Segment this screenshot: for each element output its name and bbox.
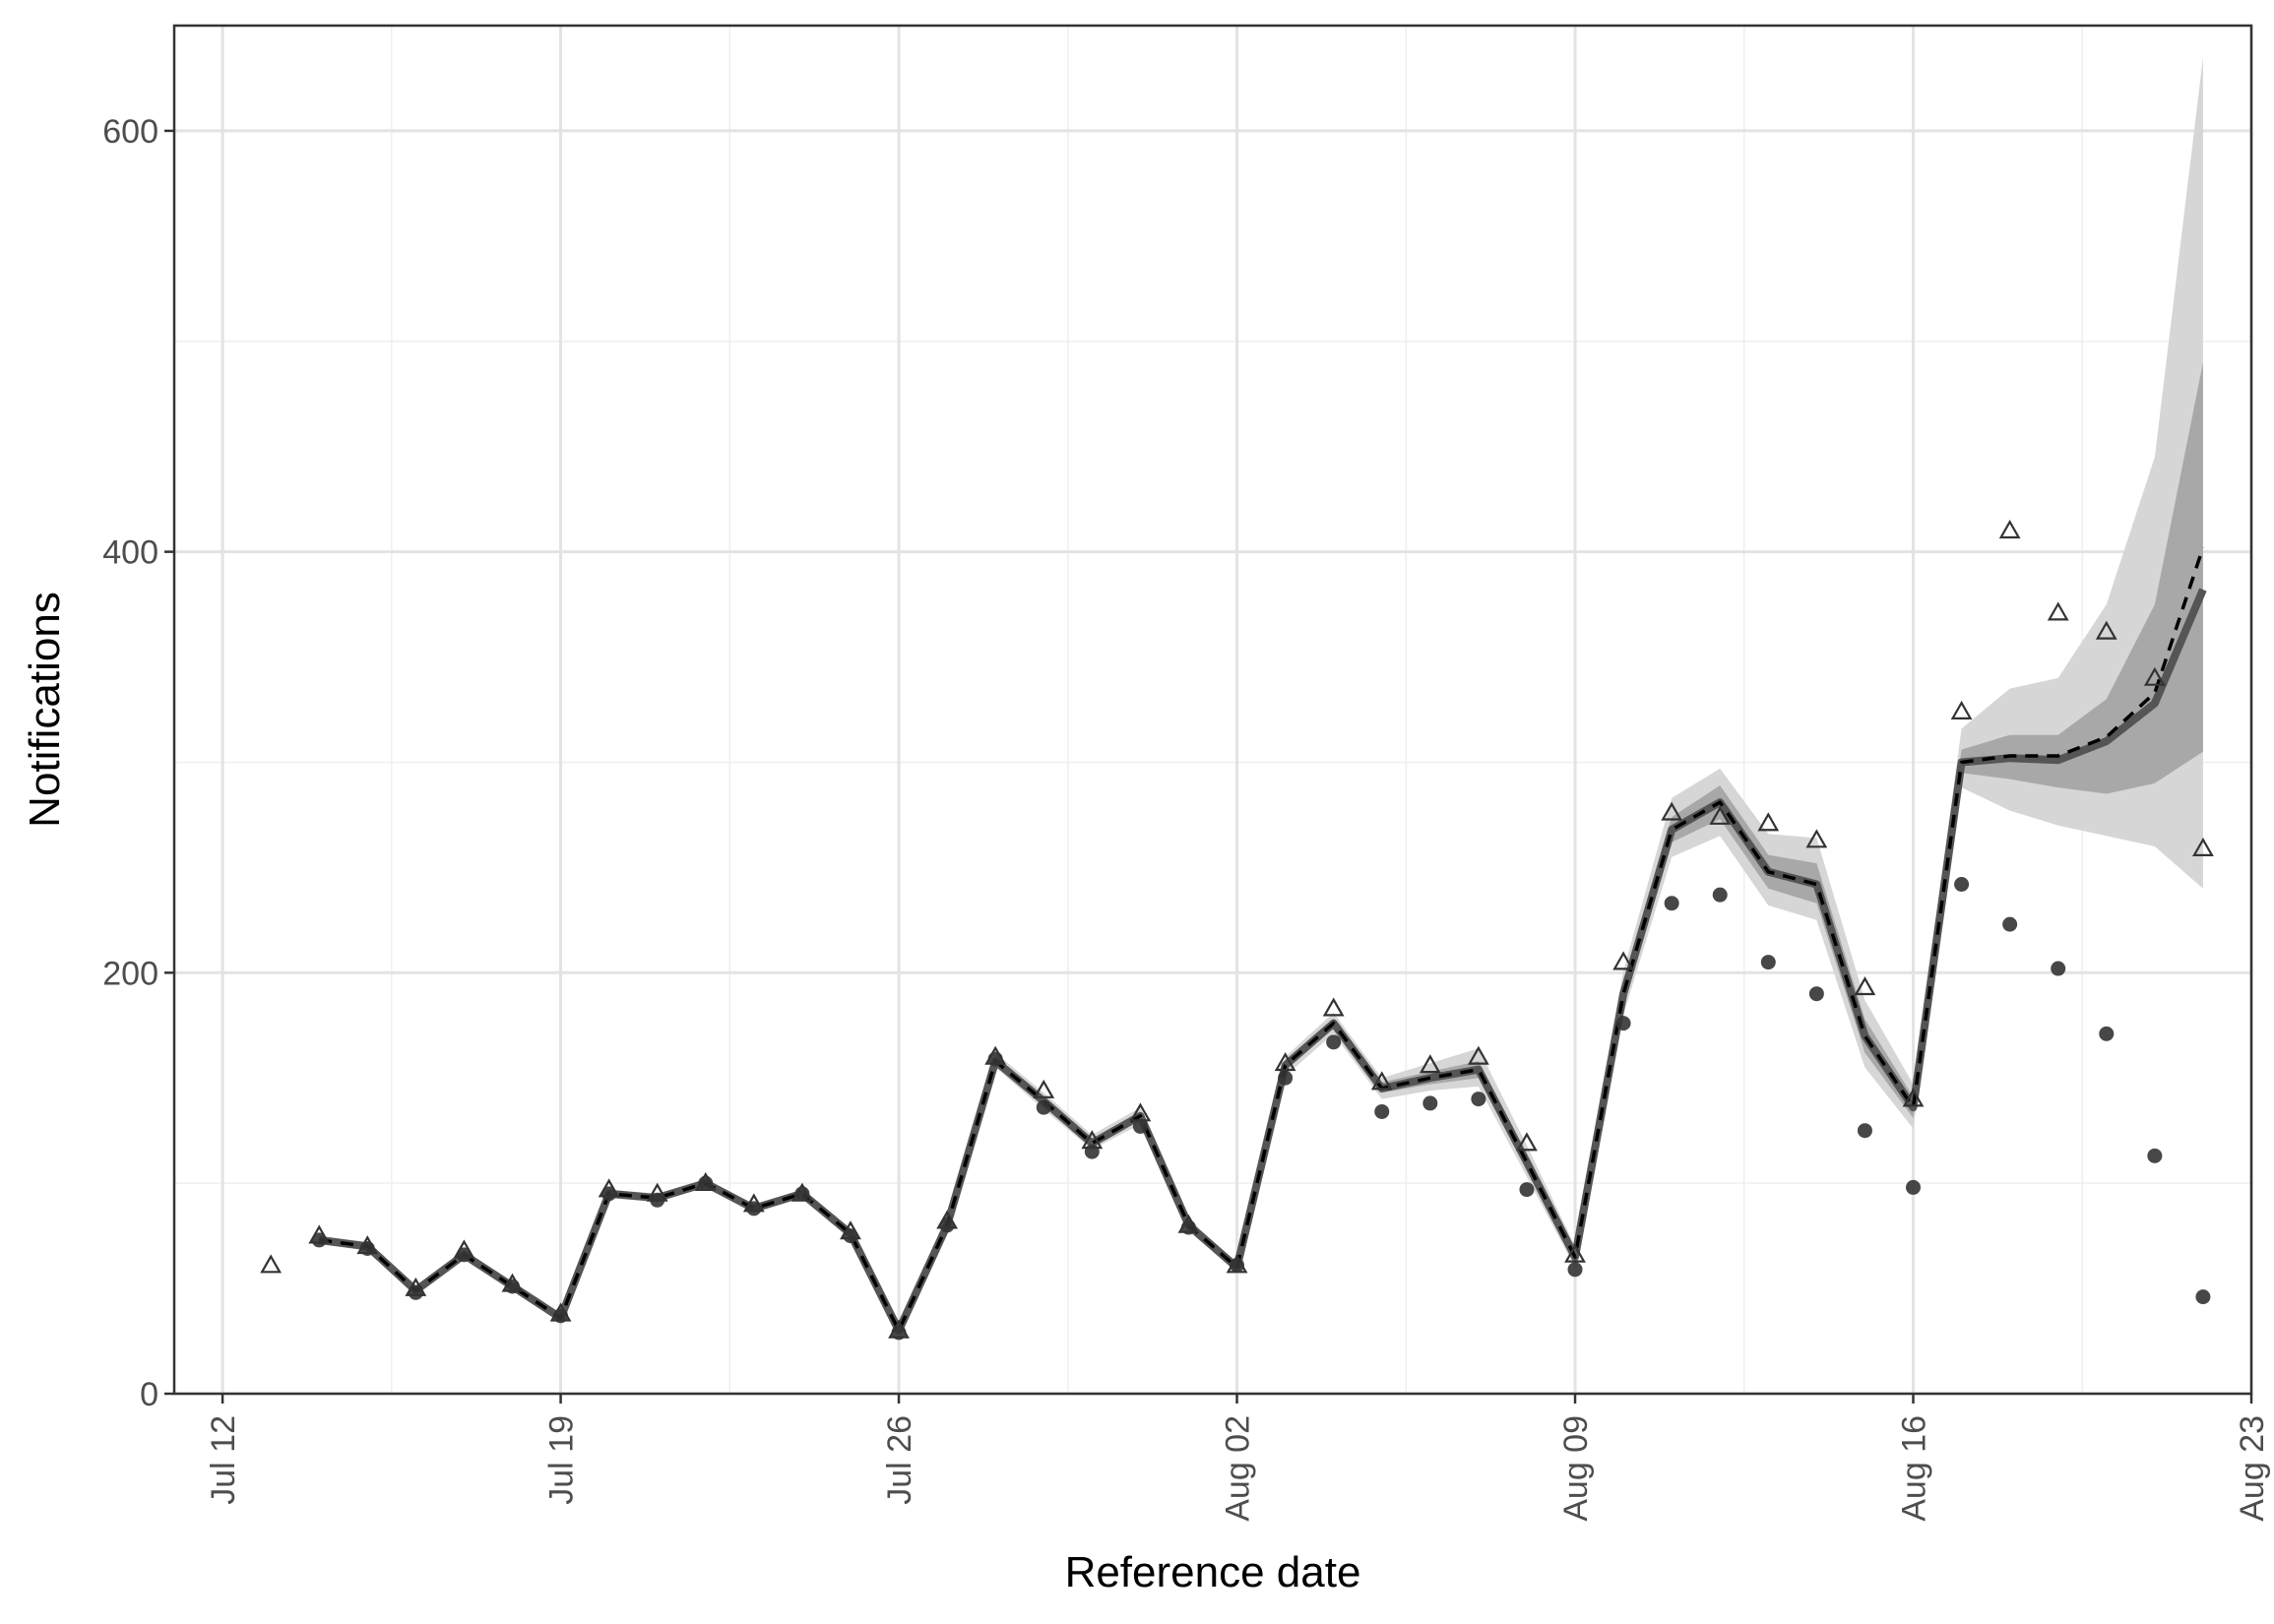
observed-point [1954, 876, 1970, 892]
final-observed-point [1226, 1254, 1248, 1274]
observed-point [1567, 1262, 1583, 1278]
x-axis-title: Reference date [1065, 1548, 1361, 1596]
final-observed-point [1612, 951, 1634, 970]
observed-point [2002, 916, 2018, 932]
x-tick-label: Jul 12 [205, 1415, 242, 1505]
observed-point [408, 1284, 423, 1300]
x-tick-label: Jul 19 [543, 1415, 581, 1505]
observed-point [746, 1201, 762, 1217]
observed-point [1132, 1118, 1148, 1134]
final-observed-point [1467, 1045, 1489, 1065]
x-tick-label: Jul 26 [881, 1415, 918, 1505]
observed-point [1712, 887, 1728, 903]
final-observed-point [2095, 620, 2117, 640]
observed-point [1422, 1095, 1438, 1111]
final-observed-point [1419, 1054, 1441, 1074]
final-observed-point [1129, 1102, 1152, 1122]
observed-point [456, 1247, 472, 1263]
final-observed-point [984, 1045, 1007, 1065]
observed-point [2195, 1289, 2211, 1305]
x-tick-label: Aug 23 [2234, 1415, 2271, 1522]
final-observed-point [742, 1193, 765, 1213]
y-tick-label: 0 [140, 1376, 158, 1413]
final-observed-point [2192, 837, 2214, 856]
observed-point [2147, 1148, 2163, 1163]
final-observed-point [1709, 805, 1732, 825]
y-tick-label: 400 [102, 534, 158, 572]
observed-point [1084, 1144, 1100, 1159]
final-observed-point [1177, 1214, 1200, 1233]
axes: 0 200 400 600 Jul 12 Jul 19 Jul 26 Aug 02 Aug 09… [102, 113, 2271, 1522]
observed-point [1519, 1182, 1535, 1198]
final-observed-point [356, 1235, 379, 1255]
final-observed-point [888, 1319, 910, 1339]
observed-point [1374, 1103, 1390, 1119]
final-observed-point [501, 1273, 524, 1292]
observation-points [260, 520, 2214, 1341]
final-observed-point [936, 1210, 959, 1229]
observed-point [843, 1228, 858, 1244]
observed-point [1036, 1099, 1051, 1115]
observed-point [1615, 1016, 1631, 1031]
final-observed-point [1516, 1132, 1538, 1152]
observed-point [1808, 986, 1824, 1002]
plot-panel-border [172, 24, 2253, 1396]
x-tick-label: Aug 09 [1557, 1415, 1595, 1522]
final-observed-point [453, 1239, 475, 1259]
final-observed-point [1564, 1243, 1586, 1263]
final-observed-point [1805, 829, 1828, 848]
observed-point [601, 1186, 617, 1202]
final-observed-point [1274, 1052, 1296, 1072]
observed-point [939, 1218, 955, 1233]
final-observed-point [405, 1277, 427, 1296]
final-observed-point [598, 1178, 620, 1198]
y-tick-label: 600 [102, 113, 158, 151]
final-observed-point [1661, 801, 1683, 821]
final-observed-point [791, 1182, 813, 1202]
grid-lines [174, 26, 2253, 1396]
x-tick-label: Aug 02 [1220, 1415, 1257, 1522]
final-observed-point [308, 1224, 331, 1244]
observed-point [311, 1232, 327, 1248]
plot-panel-background [174, 26, 2251, 1394]
final-observed-point [1370, 1071, 1393, 1091]
final-observed-point [2143, 666, 2166, 686]
nowcast-median-line [318, 588, 2207, 1335]
final-observed-point [1322, 997, 1345, 1017]
observed-point [2099, 1026, 2115, 1041]
y-tick-label: 200 [102, 955, 158, 992]
final-observed-point [694, 1171, 717, 1192]
final-observed-point [1950, 700, 1973, 719]
observed-point [1664, 896, 1679, 911]
final-observed-point [1902, 1088, 1925, 1107]
observed-point [2051, 961, 2066, 976]
final-observed-point [646, 1182, 668, 1202]
series-lines [318, 546, 2207, 1335]
final-observed-point [1998, 520, 2021, 539]
final-observed-point [1081, 1130, 1104, 1150]
final-observed-point [549, 1302, 572, 1322]
final-observed-point [260, 1254, 283, 1274]
observed-point [1857, 1123, 1872, 1139]
y-axis-title: Notifications [21, 592, 69, 828]
observed-point [1326, 1034, 1342, 1050]
final-observed-point [2047, 601, 2069, 621]
x-tick-label: Aug 16 [1896, 1415, 1933, 1522]
final-observed-point [1033, 1079, 1055, 1098]
observed-point [1760, 955, 1776, 970]
final-observed-point [1854, 976, 1876, 996]
observed-point [1471, 1092, 1486, 1107]
observed-point [1278, 1070, 1294, 1086]
observed-point [1906, 1179, 1922, 1195]
final-observed-point [1757, 812, 1780, 832]
final-observed-point [840, 1220, 861, 1240]
